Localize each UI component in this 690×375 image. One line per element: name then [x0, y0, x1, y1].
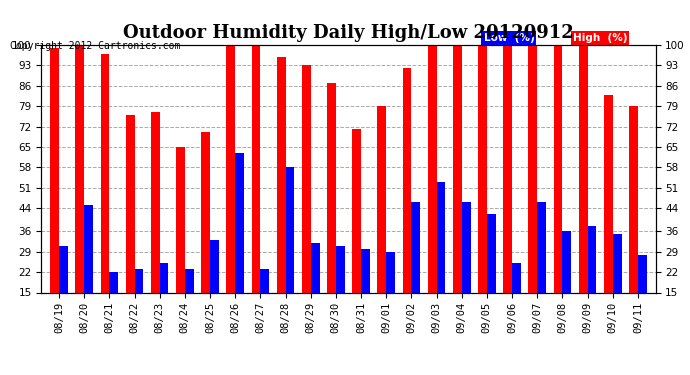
Bar [327, 83, 336, 336]
Text: High  (%): High (%) [573, 33, 627, 43]
Bar [386, 252, 395, 336]
Bar [638, 255, 647, 336]
Bar [277, 57, 286, 336]
Bar [286, 167, 295, 336]
Bar [226, 45, 235, 336]
Bar [109, 272, 118, 336]
Bar [562, 231, 571, 336]
Bar [84, 205, 93, 336]
Bar [59, 246, 68, 336]
Bar [453, 45, 462, 336]
Bar [336, 246, 345, 336]
Bar [135, 269, 144, 336]
Bar [50, 48, 59, 336]
Bar [126, 115, 135, 336]
Bar [529, 45, 538, 336]
Bar [588, 225, 596, 336]
Bar [487, 214, 495, 336]
Bar [613, 234, 622, 336]
Bar [478, 45, 487, 336]
Bar [151, 112, 159, 336]
Bar [176, 147, 185, 336]
Bar [411, 202, 420, 336]
Bar [310, 243, 319, 336]
Bar [512, 263, 521, 336]
Bar [235, 153, 244, 336]
Bar [101, 54, 109, 336]
Text: Low  (%): Low (%) [484, 33, 534, 43]
Bar [437, 182, 445, 336]
Bar [201, 132, 210, 336]
Bar [260, 269, 269, 336]
Bar [210, 240, 219, 336]
Bar [629, 106, 638, 336]
Bar [377, 106, 386, 336]
Title: Outdoor Humidity Daily High/Low 20120912: Outdoor Humidity Daily High/Low 20120912 [123, 24, 574, 42]
Bar [252, 45, 260, 336]
Bar [302, 65, 311, 336]
Bar [402, 68, 411, 336]
Bar [361, 249, 370, 336]
Bar [579, 45, 588, 336]
Bar [503, 45, 512, 336]
Bar [159, 263, 168, 336]
Bar [538, 202, 546, 336]
Bar [75, 45, 84, 336]
Bar [553, 45, 562, 336]
Bar [462, 202, 471, 336]
Text: Copyright 2012 Cartronics.com: Copyright 2012 Cartronics.com [10, 41, 181, 51]
Bar [185, 269, 194, 336]
Bar [428, 45, 437, 336]
Bar [352, 129, 361, 336]
Bar [604, 94, 613, 336]
